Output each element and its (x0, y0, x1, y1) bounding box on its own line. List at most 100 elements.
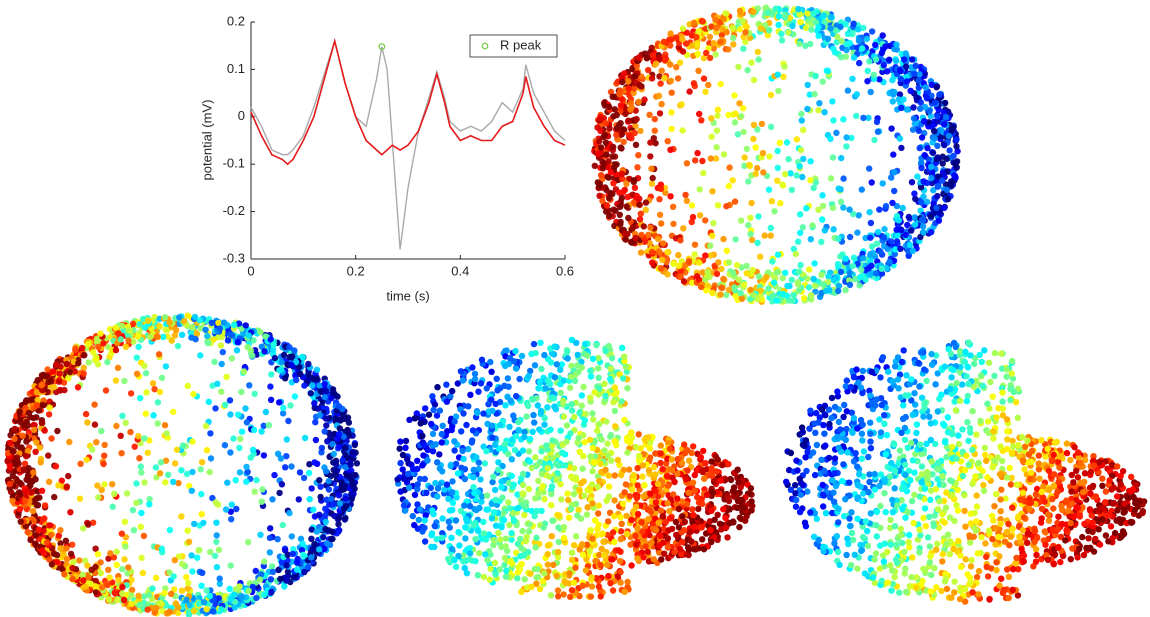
cloud-point (349, 448, 357, 456)
cloud-point (349, 490, 356, 498)
cloud-point (171, 586, 178, 593)
cloud-point (162, 363, 170, 370)
cloud-point (834, 33, 841, 41)
cloud-point (178, 467, 185, 474)
cloud-point (860, 24, 867, 32)
cloud-point (537, 407, 545, 415)
cloud-point (56, 370, 63, 377)
cloud-point (740, 45, 747, 52)
cloud-point (690, 512, 697, 519)
cloud-point (245, 332, 252, 339)
cloud-point (713, 127, 721, 134)
cloud-point (737, 289, 744, 297)
cloud-point (807, 236, 814, 243)
cloud-point (637, 249, 645, 256)
cloud-point (736, 26, 744, 33)
cloud-point (335, 431, 343, 438)
cloud-point (480, 410, 487, 417)
cloud-point (189, 324, 196, 331)
cloud-point (129, 586, 136, 594)
cloud-point (818, 238, 825, 246)
cloud-point (833, 38, 840, 46)
cloud-point (664, 138, 671, 145)
cloud-point (123, 490, 131, 497)
cloud-point (551, 374, 558, 381)
cloud-point (122, 419, 129, 426)
cloud-point (110, 554, 118, 561)
cloud-point (897, 67, 904, 75)
cloud-point (696, 110, 703, 118)
cloud-point (730, 269, 737, 276)
cloud-point (446, 524, 453, 531)
cloud-point (9, 497, 16, 505)
cloud-point (657, 185, 665, 192)
cloud-point (528, 395, 536, 403)
cloud-point (229, 332, 236, 339)
cloud-point (109, 503, 116, 510)
cloud-point (188, 552, 195, 559)
cloud-point (217, 342, 225, 349)
cloud-point (572, 533, 580, 540)
cloud-point (135, 592, 142, 599)
cloud-point (803, 205, 810, 212)
cloud-point (79, 344, 86, 352)
cloud-point (868, 243, 876, 250)
cloud-point (477, 380, 485, 387)
cloud-point (631, 129, 638, 137)
cloud-point (206, 592, 213, 600)
cloud-point (280, 351, 288, 359)
cloud-point (812, 72, 819, 80)
cloud-point (668, 109, 675, 116)
cloud-point (289, 550, 296, 558)
cloud-point (113, 561, 120, 568)
cloud-point (689, 213, 697, 221)
cloud-point (796, 11, 803, 18)
cloud-point (461, 475, 469, 483)
cloud-point (173, 446, 181, 453)
cloud-point (137, 463, 144, 470)
cloud-point (804, 105, 811, 113)
cloud-point (934, 154, 941, 161)
cloud-point (396, 445, 403, 452)
cloud-point (39, 402, 46, 409)
cloud-point (618, 131, 625, 138)
cloud-point (876, 76, 883, 83)
cloud-point (633, 62, 640, 70)
cloud-point (353, 460, 361, 467)
cloud-point (29, 507, 37, 515)
cloud-point (632, 141, 640, 148)
cloud-point (617, 579, 624, 586)
cloud-point (818, 271, 825, 279)
cloud-point (766, 153, 773, 160)
cloud-point (207, 430, 214, 437)
cloud-point (919, 216, 926, 223)
cloud-point (893, 41, 900, 48)
cloud-point (243, 463, 250, 471)
cloud-point (172, 327, 180, 334)
cloud-point (752, 144, 759, 151)
cloud-point (720, 275, 727, 283)
cloud-point (112, 324, 119, 331)
cloud-point (774, 164, 781, 172)
cloud-point (267, 525, 274, 532)
cloud-point (133, 480, 140, 487)
cloud-point (796, 211, 804, 218)
cloud-point (757, 287, 764, 294)
cloud-point (122, 543, 129, 550)
cloud-point (332, 415, 339, 422)
cloud-point (228, 516, 235, 523)
cloud-point (712, 51, 719, 58)
cloud-point (777, 200, 784, 207)
cloud-point (683, 197, 690, 204)
cloud-point (33, 502, 41, 509)
cloud-point (554, 587, 562, 594)
cloud-point (63, 545, 70, 552)
cloud-point (312, 436, 320, 444)
cloud-point (400, 475, 408, 482)
cloud-point (519, 470, 527, 478)
cloud-point (922, 84, 929, 91)
cloud-point (679, 48, 687, 55)
cloud-point (860, 255, 867, 262)
cloud-point (739, 17, 747, 25)
cloud-point (599, 197, 606, 205)
